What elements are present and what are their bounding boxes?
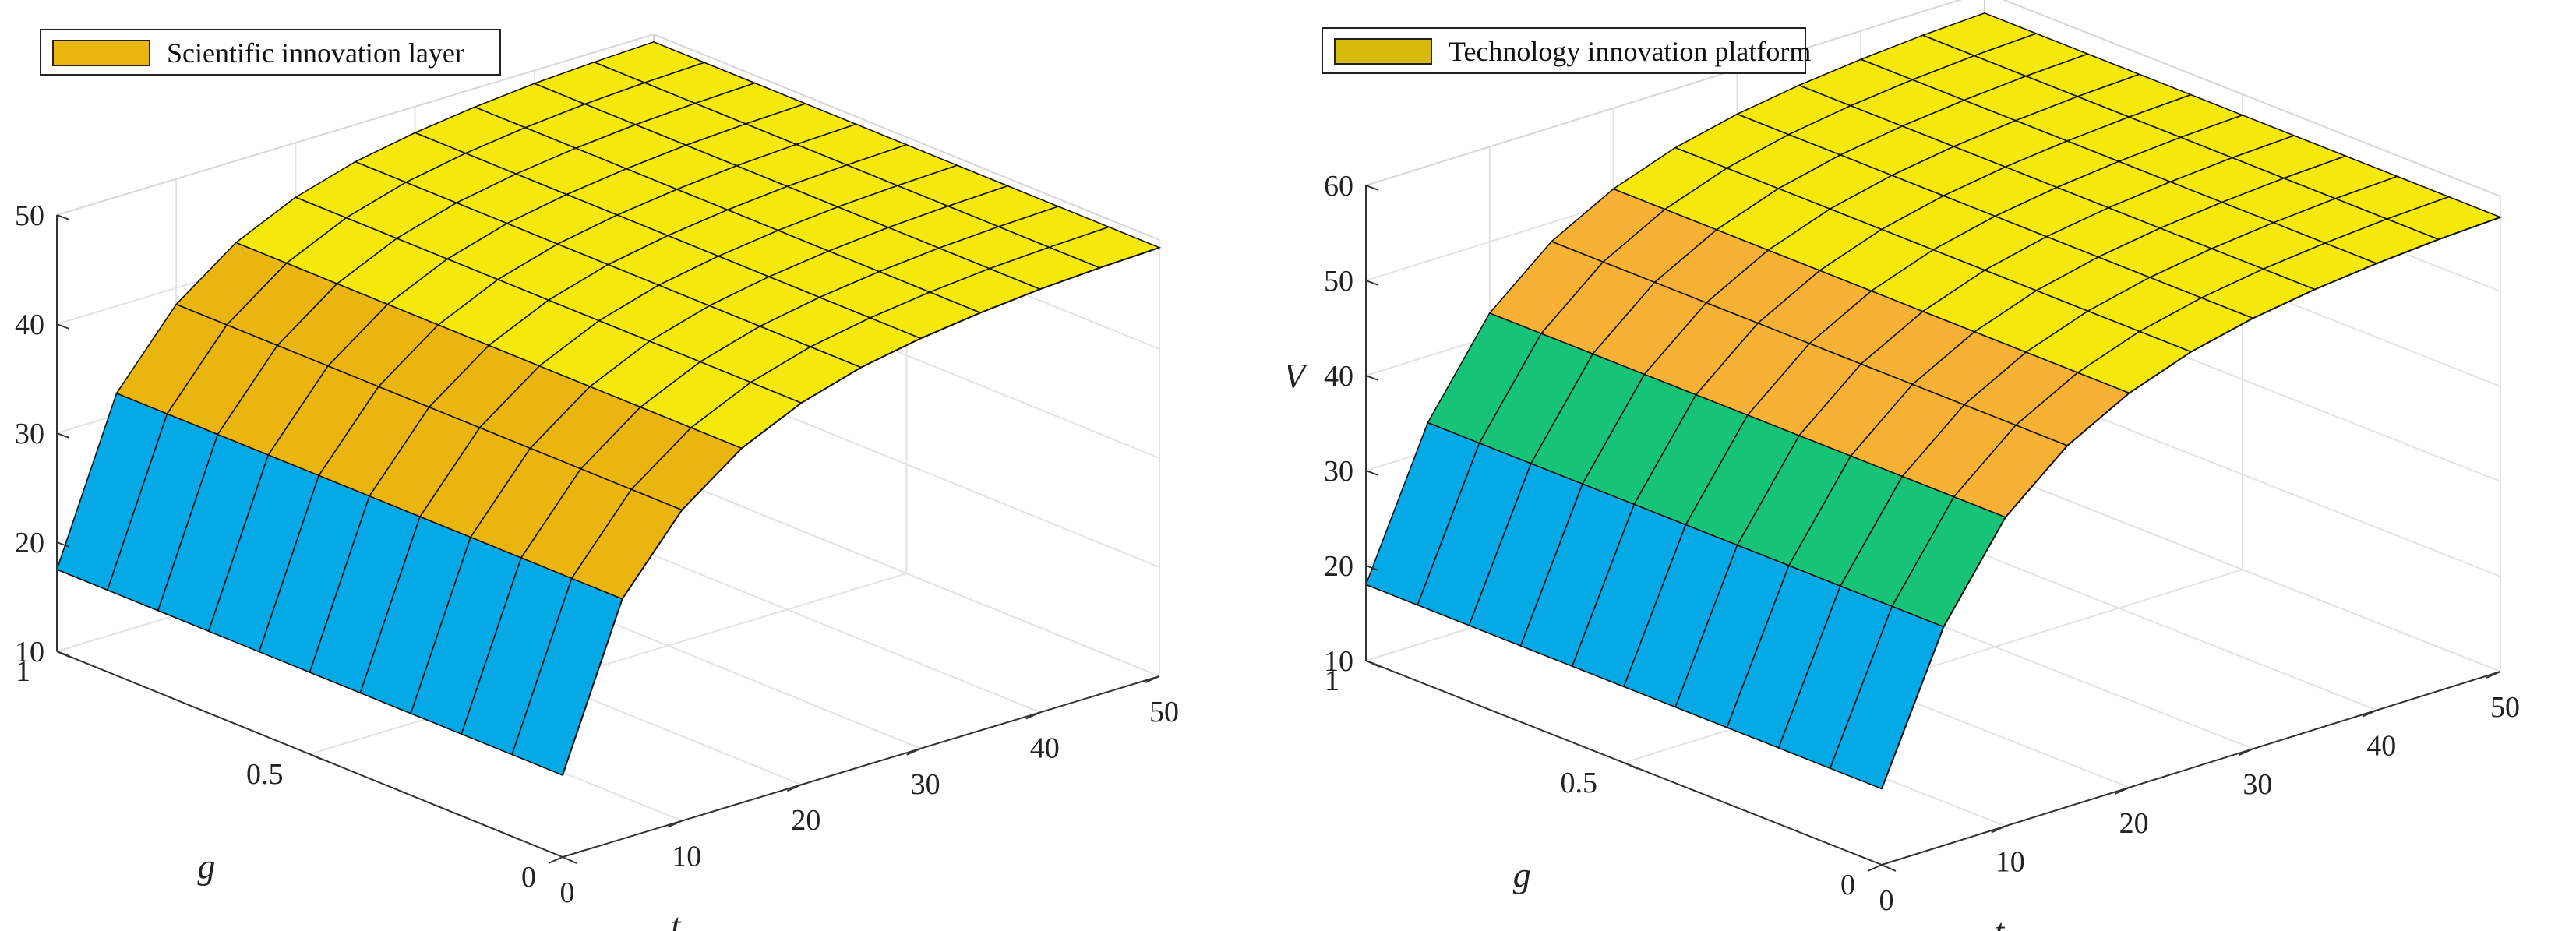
surface-plot-technology: 0102030405000.51102030405060tgVTechnolog… xyxy=(1288,0,2576,931)
v-tick-label: 10 xyxy=(1324,645,1353,678)
t-tick-mark xyxy=(906,747,922,756)
box-edge-top xyxy=(1365,0,2501,197)
t-tick-mark xyxy=(1867,864,1883,872)
t-axis-line xyxy=(1881,671,2501,866)
t-tick-label: 10 xyxy=(672,841,701,873)
v-tick-label: 60 xyxy=(1324,170,1353,203)
g-tick-mark xyxy=(562,856,577,864)
t-tick-label: 50 xyxy=(2490,691,2520,724)
v-tick-label: 30 xyxy=(15,418,44,450)
t-tick-label: 20 xyxy=(2119,807,2149,840)
g-tick-label: 1 xyxy=(1325,665,1339,697)
t-axis-label: t xyxy=(671,906,682,931)
t-tick-label: 30 xyxy=(2243,768,2272,801)
v-tick-label: 20 xyxy=(1324,550,1353,583)
legend-swatch xyxy=(52,40,150,66)
g-tick-label: 0.5 xyxy=(246,758,284,791)
v-tick-label: 30 xyxy=(1324,455,1353,488)
v-tick-mark xyxy=(56,323,70,330)
surface-plot-scientific-svg: 0102030405000.511020304050tgVScientific … xyxy=(15,29,1179,931)
t-tick-mark xyxy=(2362,709,2377,718)
t-tick-label: 50 xyxy=(1149,696,1179,728)
v-tick-label: 40 xyxy=(15,309,44,341)
surface-plot-scientific: 0102030405000.511020304050tgVScientific … xyxy=(15,29,1179,931)
v-tick-label: 40 xyxy=(1324,360,1353,393)
v-tick-mark xyxy=(1365,185,1379,191)
v-tick-label: 50 xyxy=(15,199,44,232)
t-axis-line xyxy=(562,675,1160,858)
t-tick-mark xyxy=(1145,675,1160,683)
surface-plot-technology-svg: 0102030405000.51102030405060tgVTechnolog… xyxy=(1288,0,2520,931)
v-tick-mark xyxy=(1365,280,1379,286)
t-tick-label: 40 xyxy=(1030,732,1060,764)
v-tick-mark xyxy=(56,541,70,548)
g-tick-mark xyxy=(309,753,324,761)
g-tick-label: 0 xyxy=(1840,869,1855,901)
g-tick-label: 1 xyxy=(16,655,30,688)
t-axis-label: t xyxy=(1994,911,2005,931)
v-tick-mark xyxy=(56,651,70,657)
g-tick-mark xyxy=(1623,762,1639,770)
t-tick-mark xyxy=(1025,711,1041,720)
t-tick-mark xyxy=(548,856,563,864)
v-tick-mark xyxy=(1365,565,1379,571)
v-tick-label: 20 xyxy=(15,527,44,559)
t-tick-mark xyxy=(1991,825,2006,834)
v-axis-label: V xyxy=(1288,356,1309,396)
legend-swatch xyxy=(1334,38,1432,65)
t-tick-mark xyxy=(2238,748,2253,756)
v-tick-mark xyxy=(1365,660,1379,666)
t-tick-label: 10 xyxy=(1996,845,2025,878)
v-tick-mark xyxy=(56,214,70,220)
legend: Technology innovation platform xyxy=(1322,27,1811,74)
t-tick-mark xyxy=(786,784,802,792)
surface-front-edge xyxy=(1881,216,2501,789)
t-tick-mark xyxy=(667,820,683,828)
t-tick-label: 0 xyxy=(1879,884,1894,917)
t-tick-label: 30 xyxy=(911,768,940,801)
t-tick-label: 20 xyxy=(791,804,820,837)
v-tick-label: 10 xyxy=(15,636,44,668)
grid-line-floor-g xyxy=(1623,569,2243,763)
v-tick-mark xyxy=(1365,375,1379,381)
surface-front-edge xyxy=(562,246,1160,776)
g-axis-label: g xyxy=(197,847,215,887)
legend: Scientific innovation layer xyxy=(40,29,501,76)
g-tick-label: 0.5 xyxy=(1561,767,1598,799)
g-tick-label: 0 xyxy=(521,861,536,894)
v-tick-label: 50 xyxy=(1324,265,1353,298)
grid-line-floor-g xyxy=(309,573,907,755)
t-tick-label: 40 xyxy=(2366,730,2396,763)
v-tick-mark xyxy=(56,432,70,439)
g-tick-mark xyxy=(1881,864,1897,872)
g-axis-label: g xyxy=(1513,855,1531,894)
t-tick-mark xyxy=(2486,671,2501,679)
box-edge-top xyxy=(56,33,1160,241)
legend-label: Scientific innovation layer xyxy=(167,37,464,69)
t-tick-mark xyxy=(2115,786,2130,795)
legend-label: Technology innovation platform xyxy=(1449,36,1811,67)
v-tick-mark xyxy=(1365,470,1379,476)
t-tick-label: 0 xyxy=(560,876,575,909)
